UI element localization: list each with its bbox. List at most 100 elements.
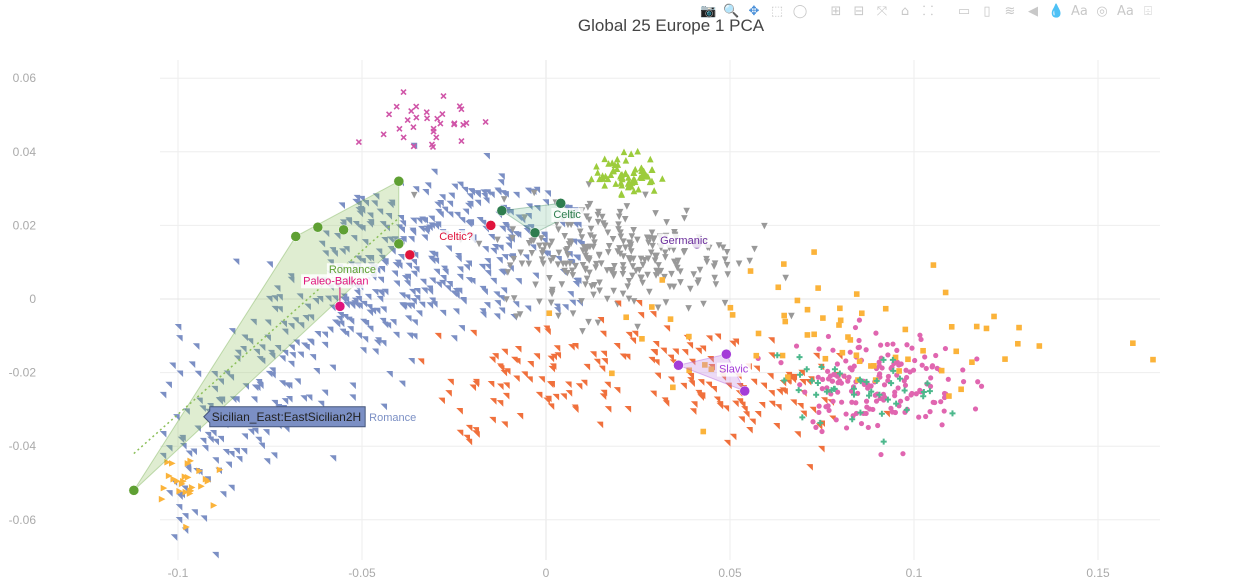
scatter-point[interactable]: [287, 360, 295, 368]
scatter-point[interactable]: [547, 299, 555, 307]
scatter-point[interactable]: [834, 361, 840, 367]
scatter-point[interactable]: [281, 398, 289, 405]
scatter-point[interactable]: [166, 490, 173, 497]
scatter-point[interactable]: [721, 299, 729, 307]
scatter-point[interactable]: [927, 409, 933, 415]
scatter-point[interactable]: [338, 202, 345, 209]
scatter-point[interactable]: [690, 271, 698, 278]
scatter-point[interactable]: [410, 143, 417, 150]
scatter-point[interactable]: [865, 385, 871, 391]
scatter-point[interactable]: [585, 216, 593, 224]
scatter-point[interactable]: [379, 317, 387, 325]
scatter-point[interactable]: [271, 295, 278, 302]
scatter-point[interactable]: [1150, 356, 1156, 363]
scatter-point[interactable]: [876, 359, 882, 365]
scatter-point[interactable]: [539, 260, 547, 268]
scatter-point[interactable]: [580, 379, 588, 387]
scatter-point[interactable]: [544, 395, 552, 403]
scatter-point[interactable]: [388, 199, 396, 207]
scatter-point[interactable]: [650, 187, 658, 194]
scatter-point[interactable]: [371, 348, 379, 356]
scatter-point[interactable]: [437, 120, 444, 127]
scatter-point[interactable]: [767, 373, 774, 380]
scatter-point[interactable]: [517, 249, 525, 257]
scatter-point[interactable]: [913, 391, 919, 397]
scatter-point[interactable]: [826, 407, 832, 414]
scatter-point[interactable]: [729, 340, 736, 348]
scatter-point[interactable]: [409, 227, 416, 235]
scatter-point[interactable]: [871, 363, 877, 369]
scatter-point[interactable]: [410, 191, 418, 199]
scatter-point[interactable]: [242, 383, 250, 390]
scatter-point[interactable]: [297, 322, 305, 329]
scatter-point[interactable]: [413, 114, 420, 121]
hover-compare-icon[interactable]: ▯: [983, 4, 991, 19]
scatter-point[interactable]: [969, 359, 975, 365]
scatter-point[interactable]: [405, 262, 413, 270]
scatter-point[interactable]: [306, 338, 314, 346]
scatter-point[interactable]: [639, 336, 645, 342]
scatter-point[interactable]: [723, 439, 731, 447]
scatter-point[interactable]: [923, 365, 929, 372]
scatter-point[interactable]: [482, 118, 489, 126]
scatter-point[interactable]: [863, 347, 869, 353]
scatter-point[interactable]: [516, 311, 524, 318]
scatter-point[interactable]: [596, 421, 604, 429]
scatter-point[interactable]: [426, 285, 434, 293]
scatter-point[interactable]: [352, 198, 359, 206]
scatter-point[interactable]: [321, 331, 329, 339]
scatter-point[interactable]: [513, 375, 520, 383]
scatter-point[interactable]: [292, 317, 299, 324]
scatter-point[interactable]: [660, 347, 667, 355]
scatter-point[interactable]: [228, 328, 236, 335]
scatter-point[interactable]: [553, 303, 561, 311]
scatter-point[interactable]: [662, 254, 669, 261]
scatter-point[interactable]: [222, 449, 230, 456]
scatter-point[interactable]: [781, 377, 788, 384]
scatter-point[interactable]: [601, 155, 608, 163]
scatter-point[interactable]: [677, 268, 684, 275]
scatter-point[interactable]: [331, 319, 339, 327]
scatter-point[interactable]: [179, 434, 186, 442]
scatter-point[interactable]: [439, 110, 446, 118]
scatter-point[interactable]: [793, 343, 800, 349]
scatter-point[interactable]: [638, 174, 646, 181]
scatter-point[interactable]: [164, 458, 171, 466]
scatter-point[interactable]: [773, 423, 780, 430]
scatter-point[interactable]: [409, 288, 416, 296]
scatter-point[interactable]: [626, 257, 634, 264]
scatter-point[interactable]: [695, 277, 702, 285]
scatter-point[interactable]: [537, 235, 545, 242]
scatter-point[interactable]: [196, 397, 203, 405]
scatter-point[interactable]: [528, 237, 536, 245]
scatter-point[interactable]: [856, 376, 863, 383]
scatter-point[interactable]: [180, 442, 187, 450]
scatter-point[interactable]: [845, 334, 851, 340]
scatter-point[interactable]: [680, 249, 688, 256]
scatter-point[interactable]: [923, 413, 929, 420]
scatter-point[interactable]: [843, 411, 849, 417]
scatter-point[interactable]: [484, 270, 492, 277]
scatter-point[interactable]: [385, 213, 393, 220]
scatter-point[interactable]: [657, 267, 665, 275]
pan-icon[interactable]: ✥: [748, 4, 760, 19]
scatter-point[interactable]: [431, 251, 439, 259]
scatter-point[interactable]: [393, 103, 400, 110]
scatter-point[interactable]: [605, 243, 613, 250]
scatter-point[interactable]: [625, 295, 633, 303]
scatter-point[interactable]: [373, 267, 381, 274]
group-centroid[interactable]: [290, 231, 302, 242]
scatter-point[interactable]: [219, 491, 227, 498]
scatter-point[interactable]: [484, 263, 492, 271]
scatter-point[interactable]: [396, 125, 403, 132]
scatter-point[interactable]: [502, 392, 510, 400]
scatter-point[interactable]: [422, 189, 429, 196]
scatter-point[interactable]: [856, 337, 862, 344]
scatter-point[interactable]: [627, 150, 635, 157]
scatter-point[interactable]: [562, 260, 570, 268]
scatter-point[interactable]: [403, 280, 411, 287]
scatter-point[interactable]: [667, 376, 675, 384]
scatter-point[interactable]: [908, 392, 914, 398]
scatter-point[interactable]: [724, 271, 732, 278]
scatter-point[interactable]: [489, 416, 496, 424]
